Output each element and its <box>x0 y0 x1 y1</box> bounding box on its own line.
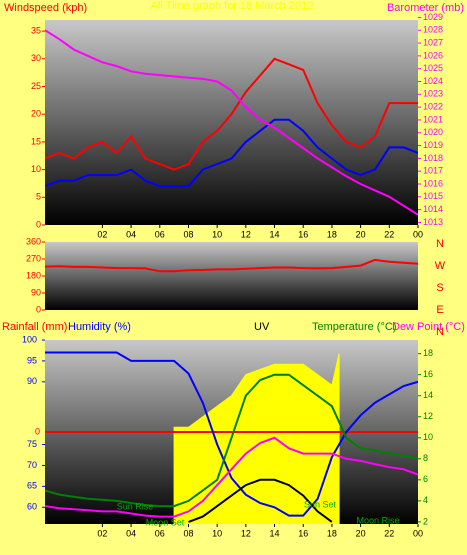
series-line <box>45 57 418 171</box>
annotation: Moon Rise <box>356 515 399 525</box>
annotation: Moon Set <box>146 517 185 527</box>
x-tick-label: 02 <box>97 229 107 239</box>
series-line <box>45 29 418 216</box>
series-line <box>45 118 418 188</box>
y-tick-label: 0 <box>36 304 41 314</box>
y2-tick-label: 4 <box>423 495 428 505</box>
plot-area <box>45 242 418 310</box>
x-tick-label: 22 <box>384 229 394 239</box>
rain-axis-label: Rainfall (mm) <box>2 321 67 333</box>
x-tick-label: 16 <box>298 528 308 538</box>
x-tick-label: 10 <box>212 229 222 239</box>
x-tick-label: 18 <box>327 528 337 538</box>
y-tick-label: 100 <box>22 334 37 344</box>
y2-tick-label: 1016 <box>423 178 443 188</box>
y2-tick-label: 1015 <box>423 191 443 201</box>
series-line <box>188 478 333 523</box>
series-line <box>45 351 418 517</box>
y2-tick-label: 1018 <box>423 153 443 163</box>
direction-label: E <box>436 304 443 316</box>
y2-axis-label: Temperature (°C) <box>312 321 396 333</box>
y-tick-label: 30 <box>31 53 41 63</box>
y2-tick-label: 8 <box>423 453 428 463</box>
plot-area <box>45 20 418 225</box>
y-tick-label: 65 <box>27 481 37 491</box>
y-tick-label: 90 <box>31 287 41 297</box>
y-tick-label: 95 <box>27 355 37 365</box>
chart-title: All Time graph for 18 March 2012 <box>151 0 314 12</box>
y2-tick-label: 1024 <box>423 76 443 86</box>
y-tick-label: 35 <box>31 25 41 35</box>
y2-tick-label: 14 <box>423 390 433 400</box>
x-tick-label: 14 <box>270 528 280 538</box>
y-tick-label: 25 <box>31 81 41 91</box>
x-tick-label: 00 <box>413 528 423 538</box>
x-tick-label: 08 <box>183 229 193 239</box>
y2-tick-label: 2 <box>423 516 428 526</box>
x-tick-label: 22 <box>384 528 394 538</box>
y-tick-label: 5 <box>36 192 41 202</box>
y2-tick-label: 1025 <box>423 63 443 73</box>
y2-tick-label: 1023 <box>423 89 443 99</box>
y-tick-label: 60 <box>27 502 37 512</box>
y2-tick-label: 1019 <box>423 140 443 150</box>
y-tick-label: 0 <box>36 219 41 229</box>
y2-tick-label: 1020 <box>423 127 443 137</box>
y2-axis-label: Barometer (mb) <box>387 2 464 14</box>
y2-tick-label: 1029 <box>423 12 443 22</box>
x-tick-label: 14 <box>270 229 280 239</box>
x-tick-label: 04 <box>126 229 136 239</box>
y-tick-label: 15 <box>31 136 41 146</box>
y-tick-label: 180 <box>26 270 41 280</box>
direction-label: N <box>436 326 444 338</box>
annotation: Sun Rise <box>117 501 154 511</box>
x-tick-label: 00 <box>413 229 423 239</box>
y2-tick-label: 10 <box>423 432 433 442</box>
x-tick-label: 20 <box>356 229 366 239</box>
y2-tick-label: 1013 <box>423 217 443 227</box>
y-axis-label: Humidity (%) <box>68 321 131 333</box>
series-line <box>45 258 418 273</box>
x-tick-label: 08 <box>183 528 193 538</box>
x-tick-label: 20 <box>356 528 366 538</box>
rain-tick-label: 0 <box>35 426 40 436</box>
direction-label: N <box>436 238 444 250</box>
x-tick-label: 16 <box>298 229 308 239</box>
y2-tick-label: 18 <box>423 348 433 358</box>
y2-tick-label: 1027 <box>423 37 443 47</box>
y-tick-label: 360 <box>26 236 41 246</box>
series-line <box>45 373 418 508</box>
y-tick-label: 20 <box>31 109 41 119</box>
y3-axis-label: Dew Point (°C) <box>392 321 465 333</box>
series-line <box>45 436 418 518</box>
annotation: Sun Set <box>304 499 337 509</box>
y2-tick-label: 1014 <box>423 204 443 214</box>
y-tick-label: 10 <box>31 164 41 174</box>
y2-tick-label: 1017 <box>423 166 443 176</box>
x-tick-label: 18 <box>327 229 337 239</box>
y-axis-label: Windspeed (kph) <box>4 2 87 14</box>
y-tick-label: 90 <box>27 376 37 386</box>
x-tick-label: 10 <box>212 528 222 538</box>
uv-label: UV <box>254 321 270 333</box>
y2-tick-label: 1028 <box>423 25 443 35</box>
x-tick-label: 06 <box>155 229 165 239</box>
x-tick-label: 02 <box>97 528 107 538</box>
y2-tick-label: 1022 <box>423 102 443 112</box>
y2-tick-label: 1021 <box>423 114 443 124</box>
x-tick-label: 12 <box>241 229 251 239</box>
direction-label: W <box>435 260 446 272</box>
x-tick-label: 04 <box>126 528 136 538</box>
y2-tick-label: 12 <box>423 411 433 421</box>
y2-tick-label: 1026 <box>423 50 443 60</box>
y-tick-label: 75 <box>27 439 37 449</box>
x-tick-label: 12 <box>241 528 251 538</box>
y2-tick-label: 6 <box>423 474 428 484</box>
direction-label: S <box>436 282 443 294</box>
y-tick-label: 70 <box>27 460 37 470</box>
y-tick-label: 270 <box>26 253 41 263</box>
x-tick-label: 06 <box>155 528 165 538</box>
y2-tick-label: 16 <box>423 369 433 379</box>
